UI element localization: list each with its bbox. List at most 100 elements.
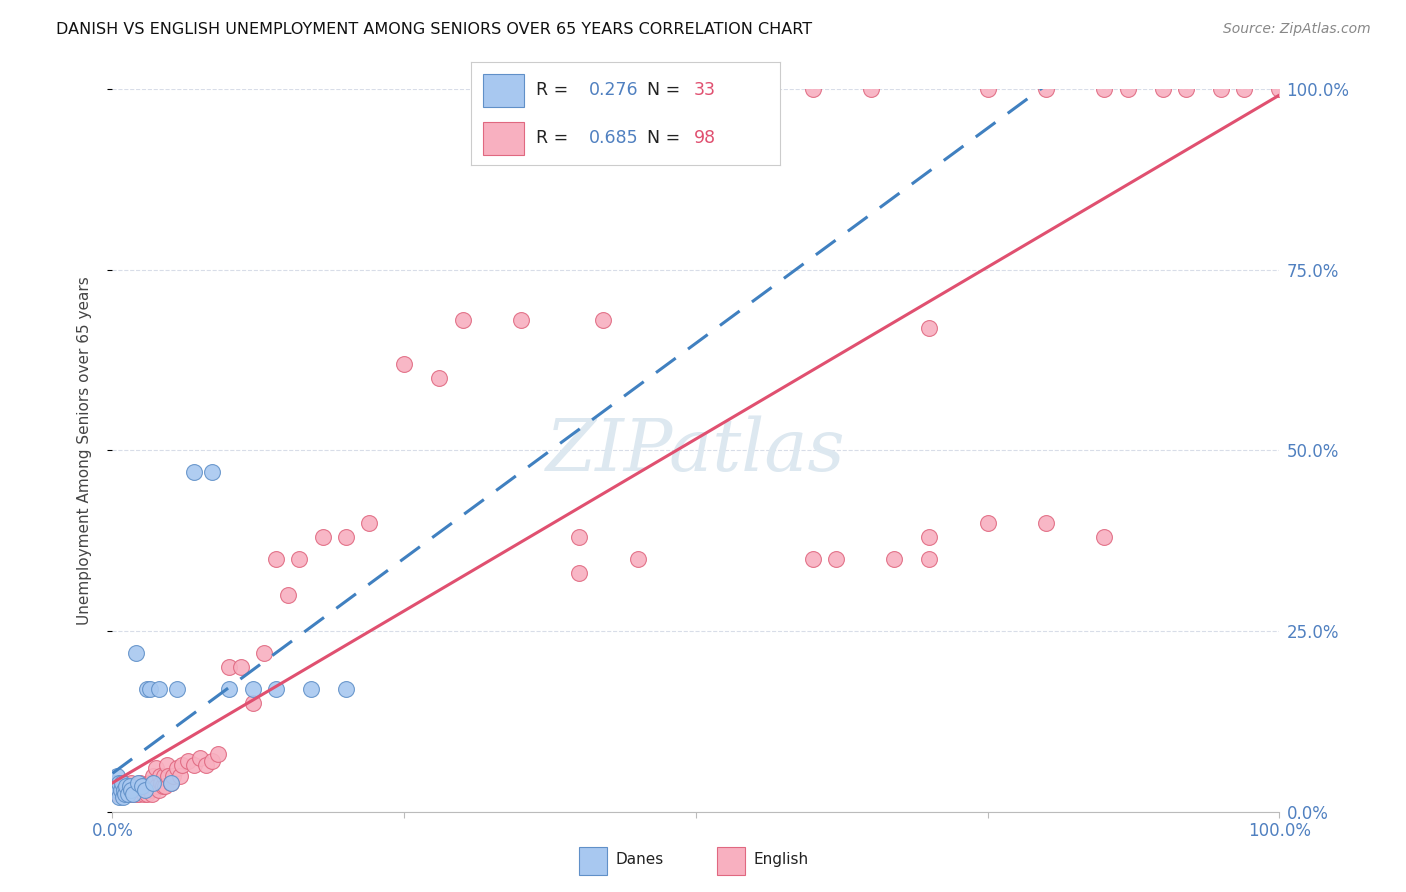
Point	[1094, 82, 1116, 96]
Point	[207, 747, 229, 761]
Point	[127, 780, 149, 794]
Point	[115, 780, 138, 794]
Point	[104, 783, 127, 797]
Point	[169, 769, 191, 783]
Point	[918, 530, 941, 544]
Point	[568, 530, 591, 544]
Point	[1035, 82, 1057, 96]
Point	[299, 681, 322, 696]
Point	[177, 754, 200, 768]
Point	[104, 776, 127, 790]
Point	[1209, 82, 1232, 96]
Y-axis label: Unemployment Among Seniors over 65 years: Unemployment Among Seniors over 65 years	[77, 277, 91, 624]
Point	[150, 776, 173, 790]
Point	[134, 783, 156, 797]
Point	[153, 769, 176, 783]
Point	[288, 551, 311, 566]
Point	[335, 530, 357, 544]
Point	[264, 551, 287, 566]
Bar	[717, 847, 745, 875]
Point	[120, 776, 142, 790]
Point	[242, 696, 264, 710]
Point	[568, 566, 591, 581]
Point	[111, 790, 134, 805]
Bar	[484, 74, 523, 106]
Point	[135, 780, 157, 794]
Text: R =: R =	[536, 81, 574, 99]
Point	[107, 787, 129, 801]
Point	[627, 551, 650, 566]
Point	[148, 783, 170, 797]
Point	[142, 769, 165, 783]
Point	[107, 776, 129, 790]
Point	[153, 780, 176, 794]
Point	[132, 780, 155, 794]
Point	[1175, 82, 1198, 96]
Point	[128, 787, 150, 801]
Point	[118, 787, 141, 801]
Point	[139, 780, 162, 794]
Point	[229, 660, 252, 674]
Point	[744, 82, 766, 96]
Point	[592, 313, 614, 327]
Point	[114, 787, 136, 801]
Point	[143, 776, 166, 790]
Point	[108, 790, 131, 805]
Point	[188, 750, 211, 764]
Point	[139, 681, 162, 696]
Bar	[579, 847, 607, 875]
Point	[136, 787, 159, 801]
Text: 0.276: 0.276	[589, 81, 638, 99]
Point	[139, 783, 162, 797]
Point	[825, 551, 848, 566]
Point	[976, 516, 998, 530]
Point	[108, 776, 131, 790]
Point	[111, 776, 134, 790]
Point	[105, 769, 128, 783]
Point	[112, 783, 135, 797]
Point	[122, 783, 145, 797]
Point	[860, 82, 883, 96]
Point	[131, 780, 153, 794]
Point	[127, 776, 149, 790]
Text: ZIPatlas: ZIPatlas	[546, 415, 846, 486]
Point	[160, 776, 183, 790]
Point	[108, 783, 131, 797]
Point	[242, 681, 264, 696]
Point	[118, 783, 141, 797]
Point	[218, 660, 240, 674]
Point	[160, 776, 183, 790]
Point	[509, 313, 531, 327]
Point	[1152, 82, 1174, 96]
Point	[918, 320, 941, 334]
Point	[264, 681, 287, 696]
Text: Danes: Danes	[616, 853, 664, 867]
Point	[359, 516, 381, 530]
Point	[156, 757, 179, 772]
Point	[104, 783, 127, 797]
Point	[451, 313, 474, 327]
Point	[253, 646, 276, 660]
Point	[335, 681, 357, 696]
Point	[172, 757, 194, 772]
Text: R =: R =	[536, 129, 574, 147]
Point	[157, 769, 180, 783]
Point	[194, 757, 217, 772]
Point	[104, 776, 127, 790]
Text: 0.685: 0.685	[589, 129, 638, 147]
Point	[138, 776, 160, 790]
Point	[103, 783, 125, 797]
Point	[218, 681, 240, 696]
Point	[110, 783, 132, 797]
Point	[148, 681, 170, 696]
Bar	[484, 122, 523, 155]
Point	[883, 551, 905, 566]
Point	[166, 681, 188, 696]
Point	[276, 588, 298, 602]
Point	[801, 82, 824, 96]
Point	[145, 761, 167, 775]
Point	[132, 787, 155, 801]
Point	[134, 783, 156, 797]
Point	[183, 465, 205, 479]
Point	[152, 780, 174, 794]
